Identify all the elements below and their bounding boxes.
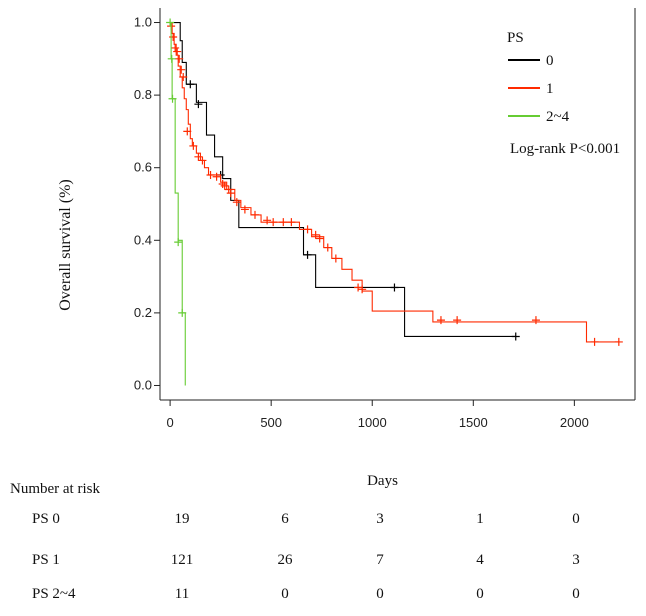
censor-mark	[323, 243, 332, 252]
censor-mark	[251, 210, 259, 219]
censor-mark	[168, 94, 177, 103]
censor-mark	[178, 308, 187, 317]
survival-chart: 0.0 0.2 0.4 0.6 0.8 1.0 0 500 1000 1500 2000 Overa…	[57, 8, 636, 430]
risk-value: 0	[476, 586, 484, 602]
risk-value: 19	[174, 511, 190, 527]
censor-mark	[220, 181, 229, 190]
censor-mark	[166, 18, 175, 27]
censor-mark	[212, 172, 221, 181]
x-tick-label: 1000	[358, 415, 387, 430]
risk-value: 1	[476, 511, 484, 527]
risk-value: 0	[572, 586, 580, 602]
censor-mark	[186, 80, 195, 89]
censor-mark	[279, 218, 288, 227]
x-axis-label: Days	[367, 473, 398, 489]
censor-mark	[194, 100, 203, 109]
risk-table-title: Number at risk	[10, 481, 100, 497]
log-rank-note: Log-rank P<0.001	[510, 141, 620, 157]
censor-mark	[175, 54, 184, 63]
censor-mark	[167, 54, 176, 63]
censor-mark	[194, 152, 203, 161]
legend: 0 1 2~4	[508, 53, 570, 125]
x-tick-label: 500	[260, 415, 282, 430]
censor-mark	[171, 43, 180, 52]
censor-mark	[198, 156, 207, 165]
y-tick-label: 0.0	[134, 377, 152, 392]
risk-value: 0	[281, 586, 289, 602]
censor-mark	[224, 185, 233, 194]
censor-mark	[269, 218, 278, 227]
risk-value: 11	[174, 586, 190, 602]
censor-mark	[240, 205, 249, 214]
censor-mark	[315, 234, 324, 243]
censor-mark	[173, 47, 182, 56]
risk-row-label-ps2-4: PS 2~4	[32, 586, 76, 602]
survival-curve-ps-1	[170, 21, 619, 343]
legend-label-ps-0: 0	[546, 53, 554, 69]
censor-mark	[218, 180, 227, 189]
censor-mark	[311, 230, 320, 239]
y-tick-label: 0.2	[134, 305, 152, 320]
censor-mark	[179, 72, 188, 81]
risk-value: 121	[170, 552, 194, 568]
y-tick-label: 0.8	[134, 87, 152, 102]
risk-value: 26	[277, 552, 293, 568]
censor-mark	[590, 337, 599, 346]
censor-mark	[287, 218, 296, 227]
x-tick-label: 0	[166, 415, 173, 430]
risk-value: 7	[376, 552, 384, 568]
censor-mark	[331, 254, 340, 263]
y-tick-label: 0.4	[134, 232, 152, 247]
censor-mark	[358, 285, 367, 294]
censor-mark	[390, 283, 399, 292]
censor-mark	[263, 216, 272, 225]
censor-mark	[354, 283, 363, 292]
risk-row-label-ps0: PS 0	[32, 511, 60, 527]
risk-value: 3	[572, 552, 580, 568]
y-tick-label: 0.6	[134, 160, 152, 175]
censor-mark	[453, 316, 462, 325]
censor-mark	[436, 316, 445, 325]
censor-mark	[232, 198, 241, 207]
censor-mark	[177, 65, 186, 74]
legend-label-ps-1: 1	[546, 81, 554, 97]
censor-mark	[511, 332, 520, 341]
censor-mark	[174, 238, 183, 247]
risk-value: 6	[281, 511, 289, 527]
censor-mark	[303, 225, 312, 234]
x-tick-label: 2000	[560, 415, 589, 430]
risk-value: 0	[572, 511, 580, 527]
y-axis-label: Overall survival (%)	[57, 179, 74, 311]
legend-label-ps-2~4: 2~4	[546, 109, 570, 125]
censor-mark	[183, 127, 192, 136]
risk-row-label-ps1: PS 1	[32, 552, 60, 568]
censor-mark	[206, 170, 215, 179]
y-tick-label: 1.0	[134, 15, 152, 30]
legend-title: PS	[507, 30, 524, 46]
plot-area: 0.0 0.2 0.4 0.6 0.8 1.0 0 500 1000 1500 2000	[134, 8, 636, 430]
survival-curve-ps-0	[170, 21, 516, 338]
censor-mark	[303, 250, 312, 259]
risk-value: 3	[376, 511, 384, 527]
censor-mark	[169, 33, 178, 42]
censor-mark	[226, 189, 235, 198]
risk-value: 0	[376, 586, 384, 602]
x-tick-label: 1500	[459, 415, 488, 430]
censor-mark	[614, 337, 623, 346]
censor-mark	[531, 316, 540, 325]
risk-value: 4	[476, 552, 484, 568]
censor-mark	[189, 141, 198, 150]
